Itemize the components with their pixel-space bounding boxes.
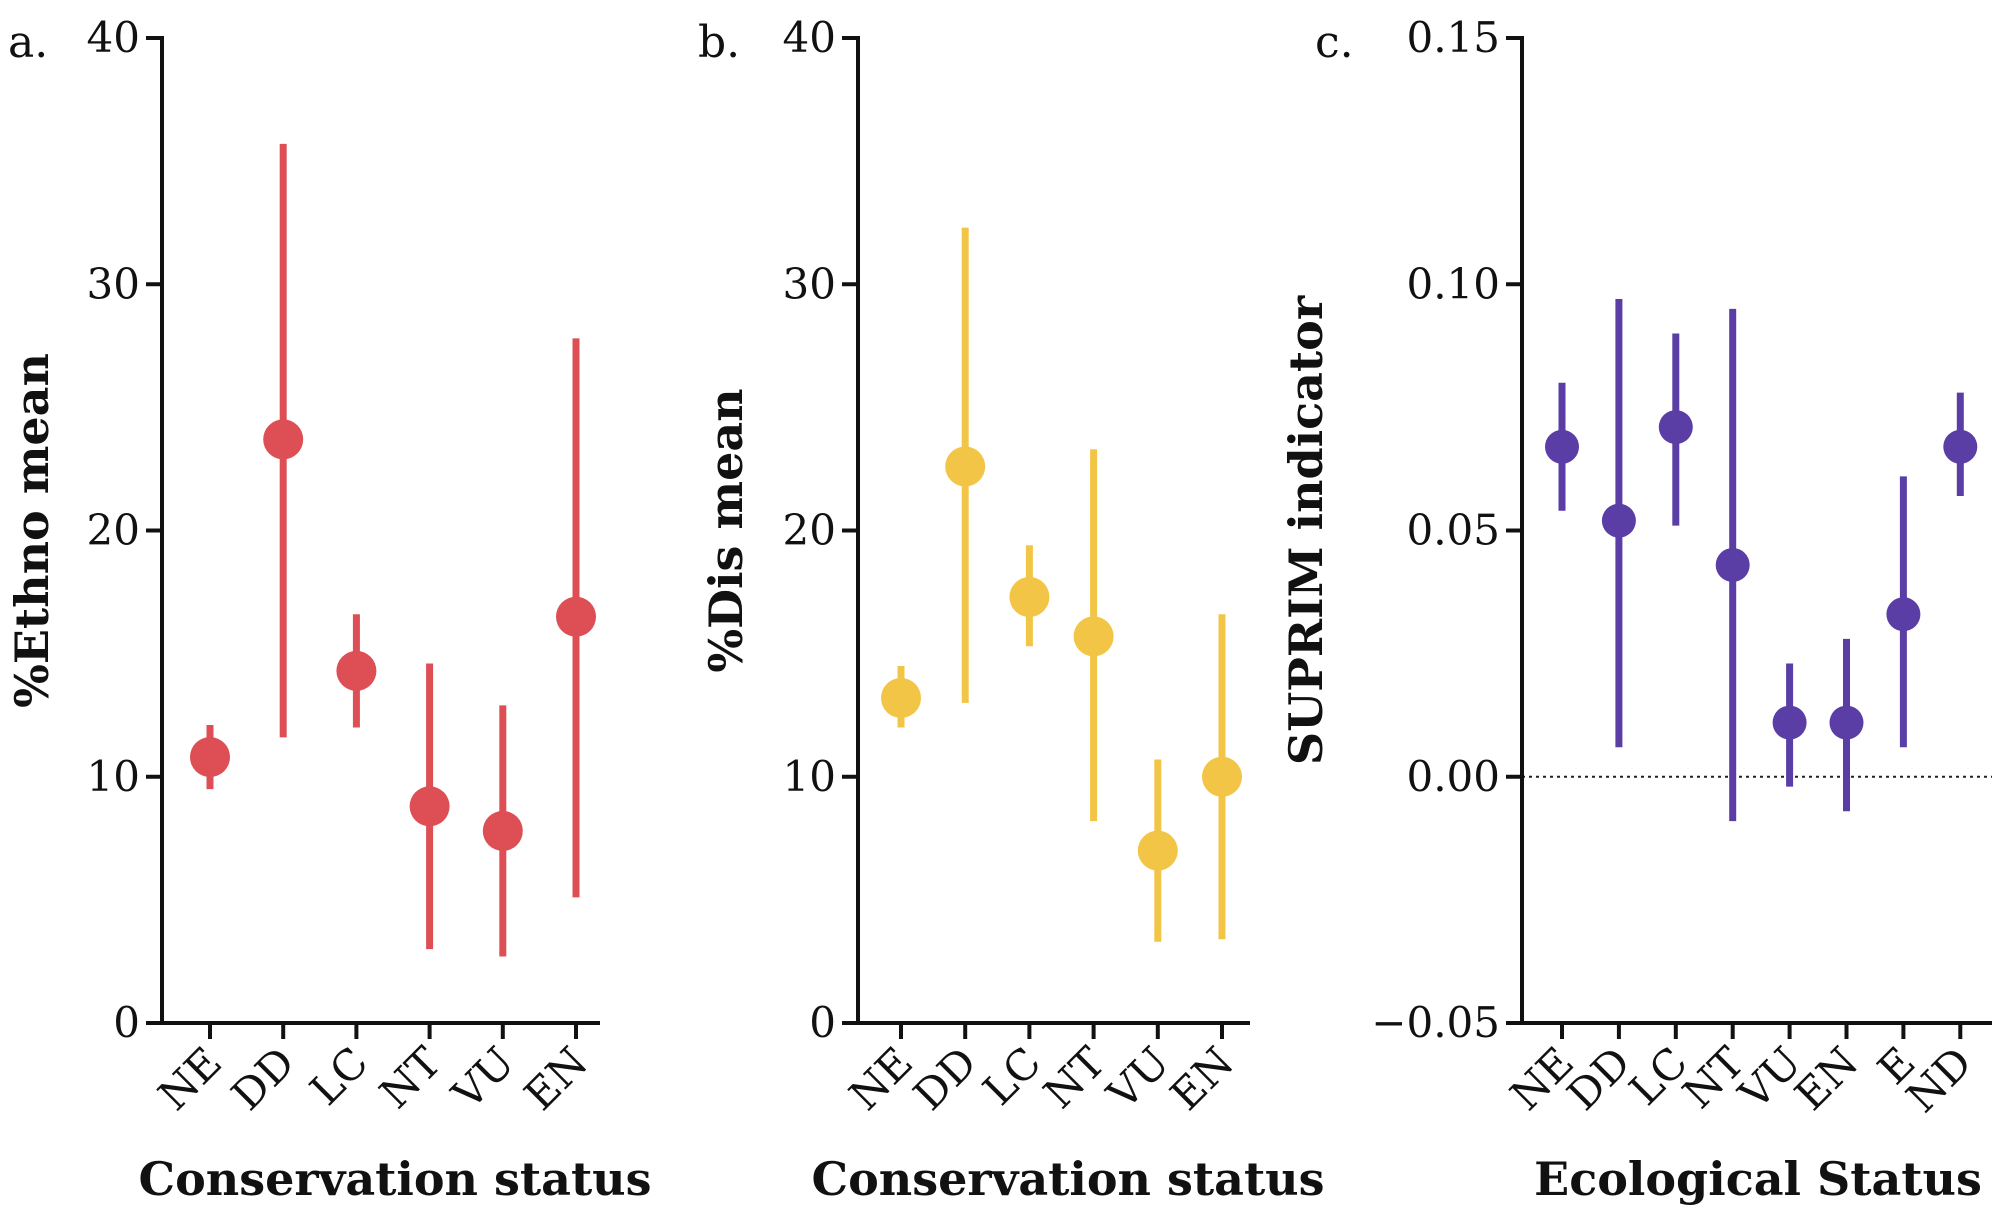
y-tick-label: 0 [809, 998, 836, 1047]
y-tick-label: 30 [87, 259, 140, 308]
mean-point-vu [1772, 705, 1807, 740]
mean-point-en [556, 596, 596, 637]
mean-point-ne [881, 677, 921, 718]
y-tick-label: 30 [783, 259, 836, 308]
mean-point-nt [1715, 547, 1750, 582]
x-category-label: ND [1897, 1037, 1981, 1121]
x-category-label: EN [1161, 1037, 1243, 1119]
mean-point-lc [1658, 410, 1693, 445]
x-category-label: LC [973, 1037, 1050, 1114]
mean-point-vu [1137, 830, 1178, 871]
x-axis-title: Conservation status [811, 1152, 1324, 1206]
y-tick-label: 0.10 [1406, 259, 1500, 308]
panel-letter: b. [698, 17, 740, 68]
y-tick-label: 20 [783, 506, 836, 555]
mean-point-ne [1545, 429, 1579, 464]
panel-letter: c. [1315, 17, 1354, 68]
mean-point-e [1886, 597, 1921, 632]
y-tick-label: 10 [87, 752, 140, 801]
mean-point-lc [1009, 576, 1050, 617]
x-category-label: VU [442, 1037, 524, 1119]
mean-point-dd [945, 446, 986, 487]
x-category-label: DD [222, 1037, 304, 1119]
mean-point-ne [190, 737, 230, 778]
x-axis-title: Conservation status [138, 1152, 651, 1206]
y-tick-label: −0.05 [1371, 998, 1500, 1047]
x-category-label: NE [149, 1037, 231, 1119]
y-tick-label: 20 [87, 506, 140, 555]
y-tick-label: 10 [783, 752, 836, 801]
x-axis-title: Ecological Status [1534, 1152, 1982, 1206]
x-category-label: LC [300, 1037, 377, 1114]
y-tick-label: 0.15 [1406, 13, 1500, 62]
mean-point-dd [1601, 503, 1636, 538]
mean-point-en [1829, 705, 1864, 740]
mean-point-vu [482, 810, 523, 851]
mean-point-dd [263, 419, 304, 460]
mean-point-nt [1073, 616, 1114, 657]
y-tick-label: 0.05 [1406, 506, 1500, 555]
y-tick-label: 40 [783, 13, 836, 62]
x-category-label: EN [1785, 1037, 1867, 1119]
x-category-label: NT [1034, 1037, 1114, 1117]
y-tick-label: 40 [87, 13, 140, 62]
y-tick-label: 0.00 [1406, 752, 1500, 801]
y-axis-title: %Ethno mean [5, 353, 59, 708]
y-axis-title: %Dis mean [699, 388, 753, 672]
x-category-label: NT [370, 1037, 450, 1117]
mean-point-nt [409, 786, 450, 827]
y-axis-title: SUPRIM indicator [1279, 295, 1333, 765]
mean-point-nd [1943, 429, 1978, 464]
panel-letter: a. [8, 17, 48, 68]
y-tick-label: 0 [113, 998, 140, 1047]
x-category-label: EN [515, 1037, 597, 1119]
mean-point-lc [336, 650, 377, 691]
mean-point-en [1202, 756, 1242, 797]
